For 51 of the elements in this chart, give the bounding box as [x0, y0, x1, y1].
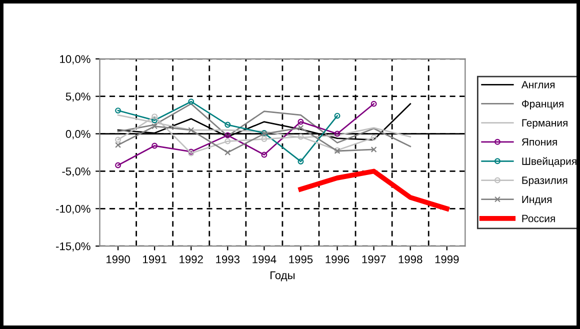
point — [370, 146, 377, 152]
y-tick-label: -5,0% — [62, 167, 90, 177]
x-tick-label: 1990 — [106, 255, 130, 264]
point — [224, 150, 231, 156]
point — [152, 117, 158, 124]
x-axis-title: Годы — [270, 271, 295, 282]
point — [188, 98, 194, 105]
point — [115, 162, 122, 168]
legend-label: Франция — [522, 100, 564, 110]
point — [224, 138, 231, 144]
point — [152, 123, 158, 130]
point — [298, 134, 304, 140]
x-tick-label: 1998 — [398, 255, 422, 264]
point — [152, 114, 158, 120]
y-tick-label: 0,0% — [66, 130, 90, 140]
x-tick-label: 1991 — [143, 255, 166, 264]
point — [334, 130, 340, 137]
point — [224, 132, 231, 138]
point — [261, 136, 268, 142]
y-tick-label: 10,0% — [60, 55, 90, 64]
point — [152, 142, 158, 149]
point — [298, 158, 304, 164]
legend-label: Бразилия — [522, 176, 568, 186]
x-tick-label: 1994 — [252, 255, 276, 264]
legend-label: Россия — [522, 214, 555, 222]
x-tick-label: 1992 — [180, 255, 203, 264]
point — [115, 108, 122, 114]
point — [298, 124, 304, 131]
point — [115, 136, 122, 143]
point — [188, 127, 194, 134]
point — [115, 142, 122, 148]
x-tick-label: 1996 — [326, 255, 350, 264]
legend-label: Германия — [522, 119, 568, 129]
legend-label: Япония — [522, 138, 557, 146]
point — [298, 118, 304, 125]
point — [224, 122, 231, 128]
x-tick-label: 1995 — [289, 255, 313, 264]
x-tick-label: 1999 — [435, 255, 459, 264]
legend-label: Англия — [521, 81, 555, 88]
y-tick-label: 5,0% — [66, 92, 90, 102]
legend-label: Швейцария — [522, 157, 576, 167]
line-series — [298, 168, 450, 212]
point — [370, 100, 377, 107]
y-tick-label: -10,0% — [56, 204, 90, 214]
x-tick-label: 1997 — [362, 255, 386, 264]
legend-label: Индия — [522, 196, 552, 206]
x-tick-label: 1993 — [216, 255, 240, 264]
y-tick-label: -15,0% — [56, 242, 90, 252]
point — [334, 112, 340, 119]
point — [370, 134, 377, 140]
point — [261, 152, 268, 158]
